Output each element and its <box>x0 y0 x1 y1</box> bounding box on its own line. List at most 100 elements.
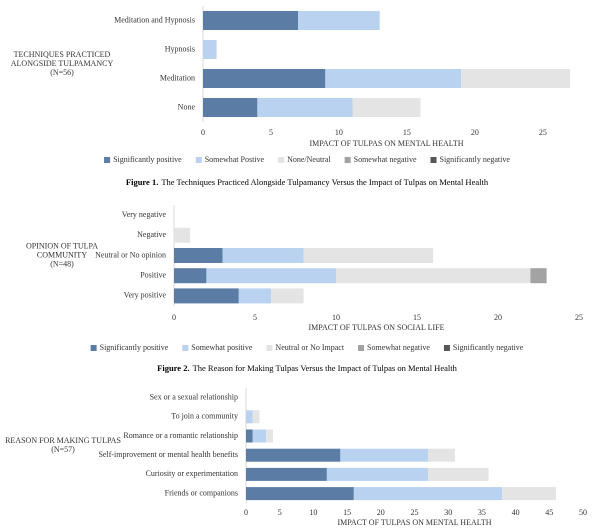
bar-segment <box>246 467 327 481</box>
x-tick-label: 10 <box>309 508 317 517</box>
y-tick-label: Friends or companions <box>165 488 238 497</box>
bar-segment <box>174 268 207 284</box>
legend-swatch <box>443 345 450 351</box>
y-tick-label: Curiosity or experimentation <box>146 469 238 478</box>
x-tick-label: 35 <box>478 508 486 517</box>
bar-segment <box>353 487 503 501</box>
bar-segment <box>325 69 462 88</box>
y-tick-label: Neutral or No opinion <box>95 250 166 259</box>
x-tick-label: 5 <box>269 128 273 137</box>
x-tick-label: 5 <box>278 508 282 517</box>
legend-swatch <box>195 157 202 163</box>
bar-segment <box>203 69 326 88</box>
x-tick-label: 50 <box>579 508 587 517</box>
x-tick-label: 30 <box>444 508 452 517</box>
x-tick-label: 10 <box>332 313 340 322</box>
y-axis-label: OPINION OF TULPA <box>26 241 98 250</box>
x-tick-label: 45 <box>545 508 553 517</box>
y-axis-label: (N=48) <box>50 259 74 268</box>
x-tick-label: 15 <box>413 313 421 322</box>
y-tick-label: Positive <box>140 271 166 280</box>
bar-segment <box>252 429 267 443</box>
figure-caption: Figure 2. The Reason for Making Tulpas Ve… <box>157 363 457 373</box>
y-tick-label: Meditation and Hypnosis <box>114 15 195 24</box>
y-tick-label: To join a community <box>171 412 238 421</box>
legend-label: Significantly positive <box>113 155 182 164</box>
bar-segment <box>246 429 253 443</box>
legend-swatch <box>358 345 365 351</box>
legend-label: Neutral or No Impact <box>275 343 344 352</box>
bar-segment <box>246 410 253 424</box>
x-tick-label: 25 <box>539 128 547 137</box>
y-tick-label: Negative <box>137 230 166 239</box>
x-tick-label: 0 <box>172 313 176 322</box>
bar-segment <box>174 248 223 263</box>
legend-label: Significantly negative <box>453 343 524 352</box>
bar-segment <box>257 98 353 117</box>
bar-segment <box>238 288 272 304</box>
legend-label: Somewhat Postive <box>205 155 265 164</box>
bar-segment <box>427 467 489 481</box>
legend: Significantly positive Somewhat positive N… <box>90 343 524 352</box>
bar-segment <box>303 248 434 263</box>
y-tick-label: Meditation <box>160 73 195 82</box>
legend-label: None/Neutral <box>287 155 331 164</box>
y-tick-label: Sex or a sexual relationship <box>150 392 238 401</box>
x-tick-label: 10 <box>335 128 343 137</box>
legend-label: Somewhat negative <box>367 343 430 352</box>
y-tick-label: None <box>178 102 196 111</box>
legend-swatch <box>266 345 273 351</box>
bar-segment <box>246 448 341 462</box>
bar-segment <box>203 40 217 59</box>
y-axis-label: COMMUNITY <box>37 250 87 259</box>
x-tick-label: 20 <box>494 313 502 322</box>
x-tick-label: 25 <box>411 508 419 517</box>
legend-swatch <box>344 157 351 163</box>
x-axis-label: IMPACT OF TULPAS ON MENTAL HEALTH <box>309 139 463 148</box>
caption-text: The Reason for Making Tulpas Versus the … <box>193 363 458 373</box>
bar-segment <box>252 410 260 424</box>
bar-segment <box>174 288 239 304</box>
x-tick-label: 20 <box>471 128 479 137</box>
bar-segment <box>203 98 258 117</box>
bar-segment <box>174 227 191 243</box>
y-axis-label: (N=57) <box>51 445 75 454</box>
y-axis-label: (N=56) <box>50 68 74 77</box>
x-tick-label: 0 <box>201 128 205 137</box>
y-axis-label: ALONGSIDE TULPAMANCY <box>11 59 114 68</box>
x-axis-label: IMPACT OF TULPAS ON SOCIAL LIFE <box>309 323 445 332</box>
x-tick-label: 40 <box>512 508 520 517</box>
x-tick-label: 5 <box>253 313 257 322</box>
legend-swatch <box>278 157 285 163</box>
y-axis-label: TECHNIQUES PRACTICED <box>14 50 111 59</box>
bar-segment <box>530 268 547 284</box>
x-tick-label: 15 <box>403 128 411 137</box>
legend: Significantly positive Somewhat Postive No… <box>104 155 510 164</box>
bar-segment <box>271 288 304 304</box>
figure-caption: Figure 1. The Techniques Practiced Alongs… <box>126 177 489 187</box>
x-tick-label: 0 <box>244 508 248 517</box>
y-tick-label: Very negative <box>122 210 167 219</box>
y-tick-label: Romance or a romantic relationship <box>123 431 238 440</box>
y-tick-label: Hypnosis <box>165 44 195 53</box>
legend-label: Significantly positive <box>100 343 169 352</box>
x-tick-label: 20 <box>377 508 385 517</box>
y-axis-label: REASON FOR MAKING TULPAS <box>5 436 121 445</box>
bar-segment <box>427 448 455 462</box>
y-tick-label: Self-improvement or mental health benefi… <box>98 450 238 459</box>
bar-segment <box>203 11 299 30</box>
legend-swatch <box>90 345 97 351</box>
bar-segment <box>502 487 557 501</box>
legend-swatch <box>104 157 111 163</box>
bar-segment <box>266 429 273 443</box>
bar-segment <box>222 248 304 263</box>
x-tick-label: 25 <box>575 313 583 322</box>
bar-segment <box>336 268 531 284</box>
bar-segment <box>246 487 354 501</box>
legend-swatch <box>182 345 189 351</box>
bar-segment <box>326 467 428 481</box>
legend-label: Somewhat positive <box>191 343 253 352</box>
legend-swatch <box>430 157 437 163</box>
x-axis-label: IMPACT OF TULPAS ON MENTAL HEALTH <box>337 518 491 527</box>
